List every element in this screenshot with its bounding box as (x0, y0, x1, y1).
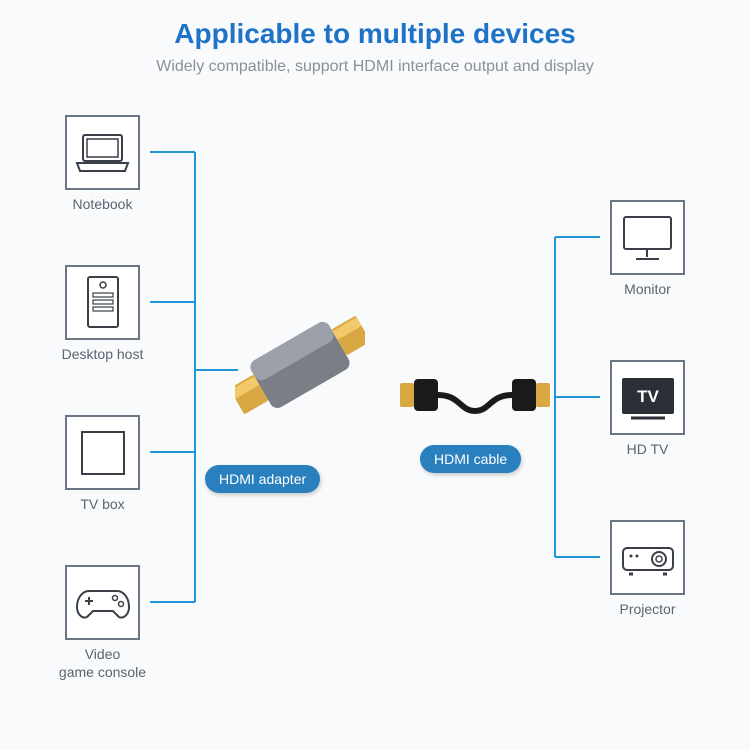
device-label: HD TV (600, 441, 695, 459)
device-console: Video game console (55, 565, 150, 681)
device-label: Projector (600, 601, 695, 619)
device-notebook: Notebook (55, 115, 150, 214)
page-title: Applicable to multiple devices (0, 0, 750, 50)
device-label: TV box (55, 496, 150, 514)
hdmi-adapter-image (235, 290, 365, 440)
gamepad-icon (73, 583, 133, 623)
device-label: Monitor (600, 281, 695, 299)
monitor-icon (620, 213, 675, 263)
desktop-icon (83, 275, 123, 330)
page-subtitle: Widely compatible, support HDMI interfac… (0, 58, 750, 76)
hdmi-adapter-pill: HDMI adapter (205, 465, 320, 493)
device-hdtv: TV HD TV (600, 360, 695, 459)
laptop-icon (75, 133, 130, 173)
device-label: Notebook (55, 196, 150, 214)
device-label: Desktop host (55, 346, 150, 364)
tvbox-icon (78, 428, 128, 478)
device-label: Video game console (55, 646, 150, 681)
svg-text:TV: TV (637, 387, 659, 406)
hdtv-icon: TV (619, 375, 677, 420)
hdmi-cable-image (400, 355, 550, 435)
hdmi-cable-pill: HDMI cable (420, 445, 521, 473)
device-projector: Projector (600, 520, 695, 619)
device-tvbox: TV box (55, 415, 150, 514)
device-desktop: Desktop host (55, 265, 150, 364)
projector-icon (619, 538, 677, 578)
device-monitor: Monitor (600, 200, 695, 299)
